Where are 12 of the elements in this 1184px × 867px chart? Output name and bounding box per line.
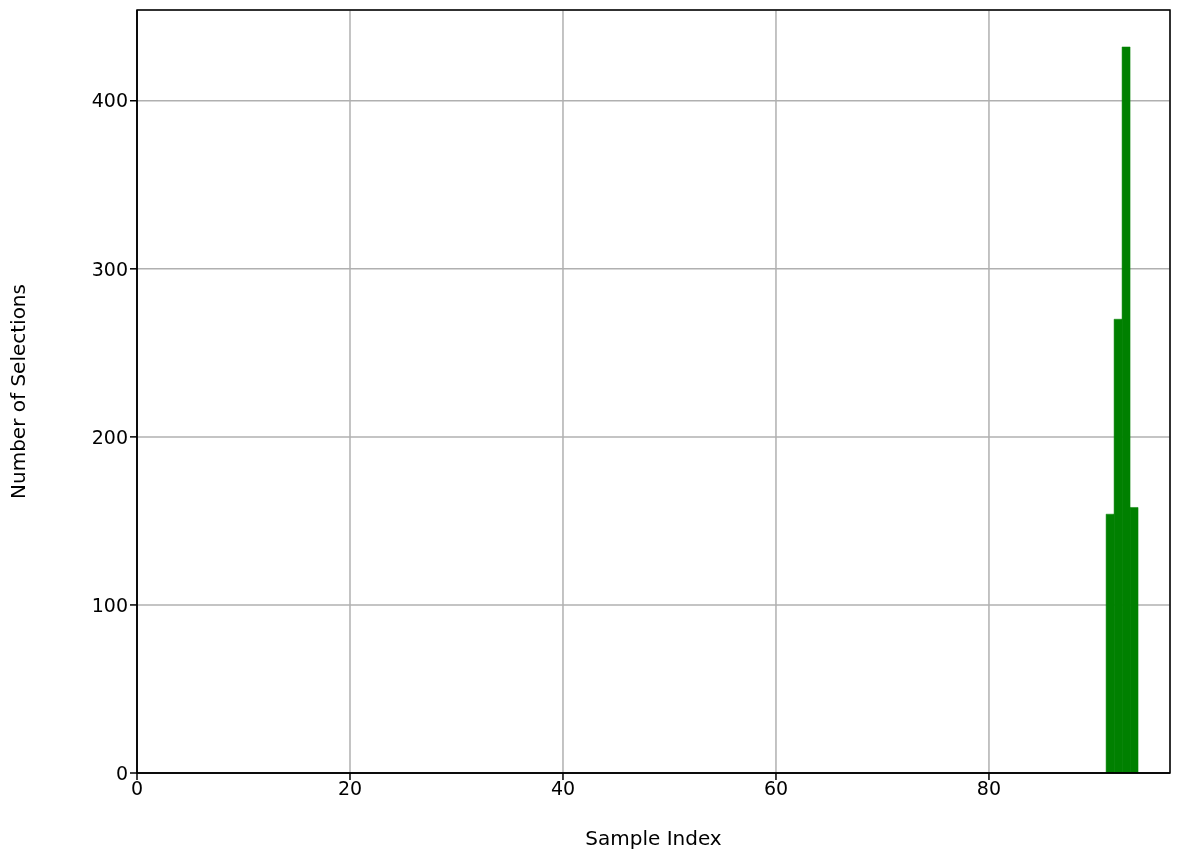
y-tick-label: 100 [91,593,128,616]
y-tick-label: 300 [91,257,128,280]
x-axis-title: Sample Index [585,826,722,850]
x-tick-label: 40 [550,777,576,800]
y-axis-title: Number of Selections [6,284,31,499]
y-tick-label: 400 [91,89,128,112]
y-tick-label: 0 [115,761,128,784]
x-tick-label: 20 [337,777,363,800]
x-tick-label: 80 [976,777,1002,800]
y-tick-label: 200 [91,425,128,448]
x-tick-label: 0 [130,777,144,800]
x-tick-label: 60 [763,777,789,800]
